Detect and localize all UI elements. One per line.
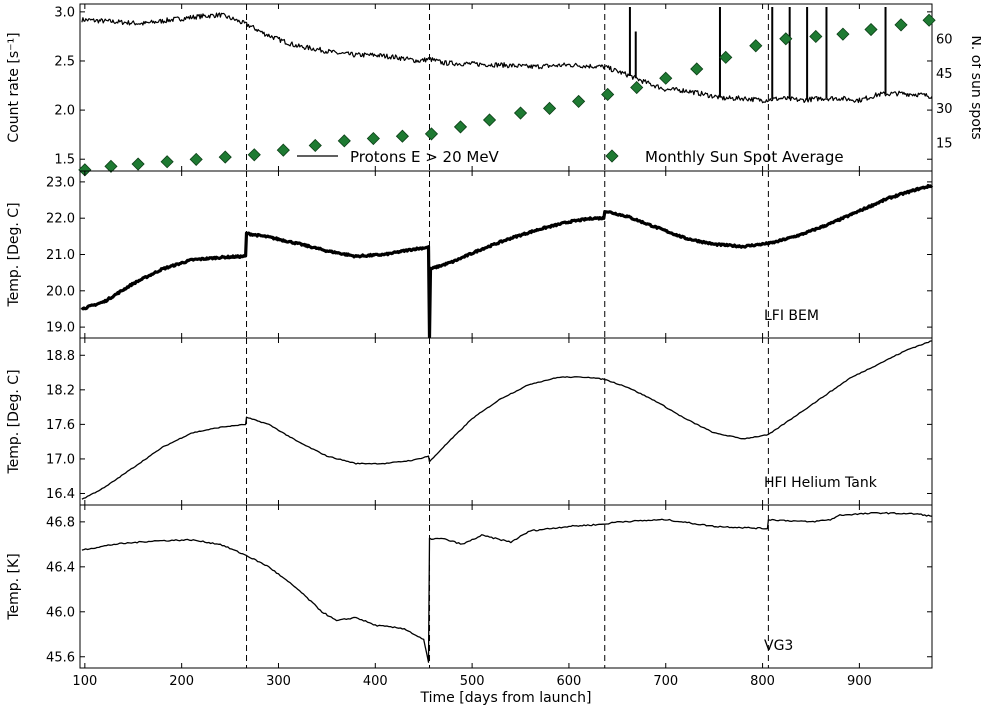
- sunspot-marker: [218, 150, 232, 164]
- y-tick-label: 23.0: [46, 175, 75, 190]
- right-y-tick-label: 15: [936, 137, 953, 152]
- series-line-3: [81, 340, 933, 500]
- y-tick-label: 2.5: [54, 54, 75, 69]
- sunspot-marker: [395, 129, 409, 143]
- sunspot-marker: [131, 157, 145, 171]
- panel-label-2: LFI BEM: [764, 308, 819, 324]
- right-y-axis-label: N. of sun spots: [968, 35, 981, 139]
- sunspot-marker: [308, 138, 322, 153]
- x-tick-label: 700: [653, 674, 678, 689]
- sunspot-marker: [690, 62, 704, 76]
- series-line-2: [80, 184, 934, 339]
- panel-1-frame: [79, 3, 933, 172]
- sunspot-marker: [424, 127, 439, 141]
- y-tick-label: 22.0: [46, 212, 75, 227]
- x-tick-label: 600: [557, 674, 582, 689]
- sunspot-marker: [337, 134, 351, 148]
- y-tick-label: 46.4: [46, 560, 75, 575]
- sunspot-marker: [809, 29, 823, 44]
- y-tick-label: 17.0: [46, 452, 75, 467]
- series-line-1: [81, 12, 933, 104]
- sunspot-marker: [836, 27, 850, 41]
- y-axis-label-4: Temp. [K]: [6, 553, 22, 620]
- sunspot-marker: [601, 87, 615, 102]
- right-y-tick-label: 60: [936, 32, 953, 47]
- series-line-4: [81, 511, 933, 663]
- y-tick-label: 19.0: [46, 321, 75, 336]
- y-tick-label: 46.8: [46, 515, 75, 530]
- sunspot-marker: [247, 148, 261, 162]
- y-axis-label-2: Temp. [Deg. C]: [6, 202, 22, 307]
- y-tick-label: 3.0: [54, 5, 75, 20]
- y-tick-label: 16.4: [46, 487, 75, 502]
- sunspot-marker: [659, 71, 673, 85]
- panel-label-3: HFI Helium Tank: [764, 475, 878, 491]
- sunspot-marker: [749, 39, 763, 53]
- y-tick-label: 21.0: [46, 248, 75, 263]
- y-tick-label: 20.0: [46, 284, 75, 299]
- x-tick-label: 900: [847, 674, 872, 689]
- sunspot-marker: [864, 22, 878, 37]
- legend-label-sunspots: Monthly Sun Spot Average: [645, 148, 844, 166]
- panel-label-4: VG3: [764, 638, 793, 654]
- x-tick-label: 400: [363, 674, 388, 689]
- legend-label-protons: Protons E > 20 MeV: [350, 148, 500, 166]
- sunspot-marker: [719, 50, 733, 64]
- sunspot-marker: [160, 155, 174, 169]
- sunspot-marker: [513, 106, 528, 120]
- y-tick-label: 18.2: [46, 383, 75, 398]
- sunspot-marker: [482, 113, 497, 127]
- y-tick-label: 17.6: [46, 418, 75, 433]
- y-tick-label: 1.5: [54, 153, 75, 168]
- sunspot-marker: [572, 94, 586, 108]
- sunspot-marker: [922, 13, 936, 27]
- y-axis-label-1: Count rate [s⁻¹]: [6, 32, 22, 142]
- sunspot-marker: [894, 18, 908, 32]
- x-tick-label: 100: [72, 674, 97, 689]
- x-tick-label: 200: [169, 674, 194, 689]
- y-tick-label: 46.0: [46, 605, 75, 620]
- x-tick-label: 500: [460, 674, 485, 689]
- sunspot-marker: [779, 32, 793, 46]
- x-tick-label: 800: [750, 674, 775, 689]
- x-tick-label: 300: [266, 674, 291, 689]
- sunspot-marker: [453, 120, 468, 134]
- sunspot-marker: [543, 101, 557, 115]
- y-tick-label: 18.8: [46, 349, 75, 364]
- y-axis-label-3: Temp. [Deg. C]: [6, 369, 22, 474]
- sunspot-marker: [189, 152, 203, 166]
- sunspot-marker: [104, 159, 118, 173]
- x-axis-label: Time [days from launch]: [420, 690, 592, 706]
- sunspot-marker: [630, 80, 644, 95]
- right-y-tick-label: 30: [936, 102, 953, 117]
- sunspot-marker: [366, 131, 380, 146]
- y-tick-label: 45.6: [46, 650, 75, 665]
- sunspot-marker: [276, 143, 290, 157]
- legend-marker-sunspots: [605, 149, 619, 163]
- y-tick-label: 2.0: [54, 104, 75, 119]
- panel-4-frame: [79, 504, 933, 669]
- right-y-tick-label: 45: [936, 67, 953, 82]
